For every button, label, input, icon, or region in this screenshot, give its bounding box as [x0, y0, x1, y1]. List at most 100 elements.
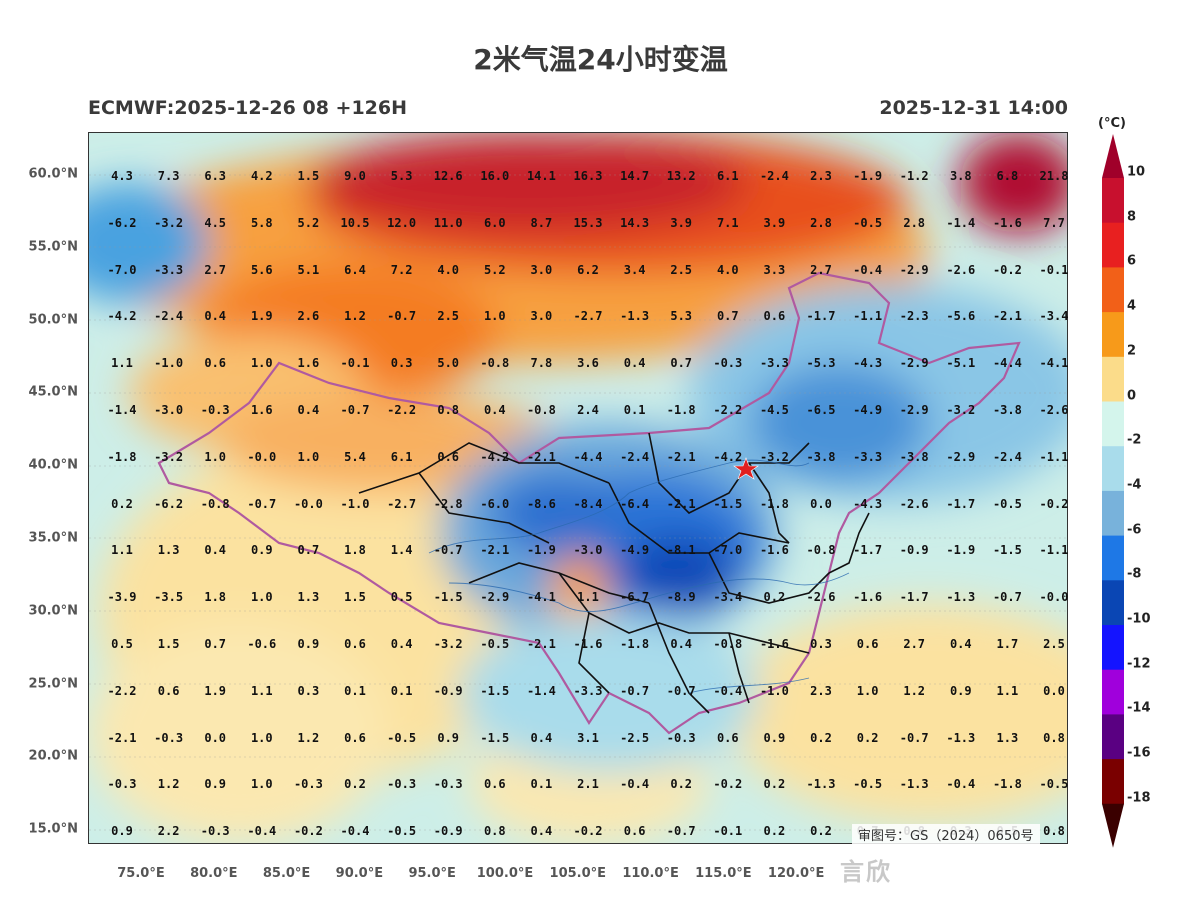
- grid-value: -4.9: [853, 403, 883, 417]
- grid-value: -3.8: [899, 449, 929, 464]
- grid-value: 0.4: [483, 403, 506, 417]
- grid-value: 2.2: [157, 824, 180, 839]
- grid-value: 0.0: [810, 496, 832, 511]
- grid-value: -0.8: [713, 637, 743, 651]
- grid-value: 4.2: [250, 169, 273, 183]
- longitude-label: 105.0°E: [549, 866, 607, 881]
- rivers: [428, 459, 850, 694]
- grid-value: 16.3: [573, 169, 603, 183]
- grid-value: 0.1: [623, 403, 646, 417]
- grid-value: -2.9: [899, 356, 929, 371]
- longitude-label: 100.0°E: [476, 866, 534, 881]
- grid-value: -0.5: [992, 496, 1022, 511]
- latitude-label: 35.0°N: [28, 530, 78, 546]
- grid-value: -4.9: [620, 543, 650, 558]
- grid-value: 7.8: [530, 356, 553, 371]
- map-approval-number: 审图号：GS（2024）0650号: [852, 824, 1040, 845]
- grid-value: 0.3: [810, 637, 832, 651]
- grid-value: -1.3: [806, 777, 836, 792]
- grid-value: -0.7: [247, 496, 277, 511]
- grid-value: -0.9: [433, 824, 463, 839]
- grid-value: 3.3: [763, 262, 786, 277]
- grid-value: 0.3: [297, 683, 320, 698]
- grid-value: -1.0: [154, 356, 184, 371]
- grid-value: 0.6: [716, 730, 739, 745]
- grid-value: -3.2: [759, 449, 789, 464]
- grid-value: 0.8: [483, 824, 506, 839]
- grid-value: -1.7: [853, 543, 883, 558]
- grid-value: 5.2: [297, 215, 320, 230]
- grid-value: -1.3: [946, 730, 976, 745]
- longitude-label: 85.0°E: [262, 866, 311, 881]
- grid-value: -8.9: [666, 590, 696, 605]
- grid-value: -2.7: [573, 309, 603, 324]
- grid-value: 6.3: [204, 169, 227, 183]
- grid-value: -2.6: [806, 590, 836, 605]
- grid-value: 0.4: [204, 309, 227, 324]
- grid-value: 1.0: [856, 683, 879, 698]
- longitude-label: 110.0°E: [622, 866, 679, 881]
- grid-value: -2.1: [526, 637, 556, 651]
- grid-value: 5.3: [670, 309, 693, 324]
- grid-value: -1.0: [340, 496, 370, 511]
- grid-value: 14.1: [526, 169, 556, 183]
- grid-value: 8.7: [530, 215, 553, 230]
- grid-value: 4.3: [111, 169, 133, 183]
- grid-value: -2.3: [899, 309, 929, 324]
- colorbar-tick-label: -14: [1127, 700, 1151, 716]
- grid-value: -4.2: [713, 449, 743, 464]
- colorbar-tick-label: -18: [1127, 790, 1151, 806]
- grid-value: 6.8: [996, 169, 1019, 183]
- map-panel[interactable]: 4.3 7.3 6.3 4.2 1.5 9.0 5.3 12.6 16.0 14.1 16.3 14.…: [88, 132, 1068, 844]
- grid-value: 1.1: [250, 683, 273, 698]
- grid-value: 11.0: [433, 215, 463, 230]
- grid-value: -4.1: [526, 590, 556, 605]
- grid-value: -1.8: [620, 637, 650, 651]
- grid-value: 5.2: [483, 262, 506, 277]
- grid-value: -7.0: [713, 543, 743, 558]
- grid-value: -4.2: [480, 449, 510, 464]
- grid-value: 2.8: [810, 215, 832, 230]
- grid-value: 3.0: [530, 309, 553, 324]
- grid-value: -0.7: [620, 683, 650, 698]
- grid-value: -6.2: [107, 215, 137, 230]
- grid-value: -1.2: [899, 169, 929, 183]
- grid-value: 2.6: [297, 309, 320, 324]
- longitude-label: 120.0°E: [767, 866, 825, 881]
- grid-value: -0.3: [200, 403, 230, 417]
- grid-value: -3.2: [433, 637, 463, 651]
- grid-value: -0.8: [526, 403, 556, 417]
- grid-value: 0.6: [856, 637, 879, 651]
- colorbar-segment: [1102, 535, 1124, 581]
- grid-value: 1.0: [297, 449, 320, 464]
- grid-value: -0.8: [200, 496, 230, 511]
- temperature-field: [89, 133, 1067, 843]
- grid-value: -8.4: [573, 496, 603, 511]
- grid-value: -0.3: [154, 730, 184, 745]
- colorbar-tick-label: -10: [1127, 611, 1151, 627]
- latitude-label: 15.0°N: [28, 821, 78, 837]
- colorbar-segment: [1102, 401, 1124, 447]
- grid-value: 1.3: [157, 543, 180, 558]
- grid-value: 6.1: [390, 449, 413, 464]
- grid-value: -4.2: [107, 309, 137, 324]
- grid-value: -1.1: [853, 309, 883, 324]
- grid-value: -0.5: [853, 777, 883, 792]
- grid-value: -0.2: [1039, 496, 1069, 511]
- grid-value: -1.8: [666, 403, 696, 417]
- grid-value: 0.9: [949, 683, 972, 698]
- grid-value: -3.0: [154, 403, 184, 417]
- grid-value: -5.6: [946, 309, 976, 324]
- grid-value: 1.4: [390, 543, 413, 558]
- grid-value: -0.2: [573, 824, 603, 839]
- grid-value: 0.6: [763, 309, 786, 324]
- grid-value: 0.9: [437, 730, 460, 745]
- grid-value: 1.5: [297, 169, 320, 183]
- chart-title: 2米气温24小时变温: [473, 43, 728, 76]
- grid-value: -0.1: [1039, 262, 1069, 277]
- grid-value: -0.4: [247, 824, 277, 839]
- grid-value: 0.9: [297, 637, 320, 651]
- grid-value: -0.2: [713, 777, 743, 792]
- grid-value: -5.3: [806, 356, 836, 371]
- grid-value: -0.4: [340, 824, 370, 839]
